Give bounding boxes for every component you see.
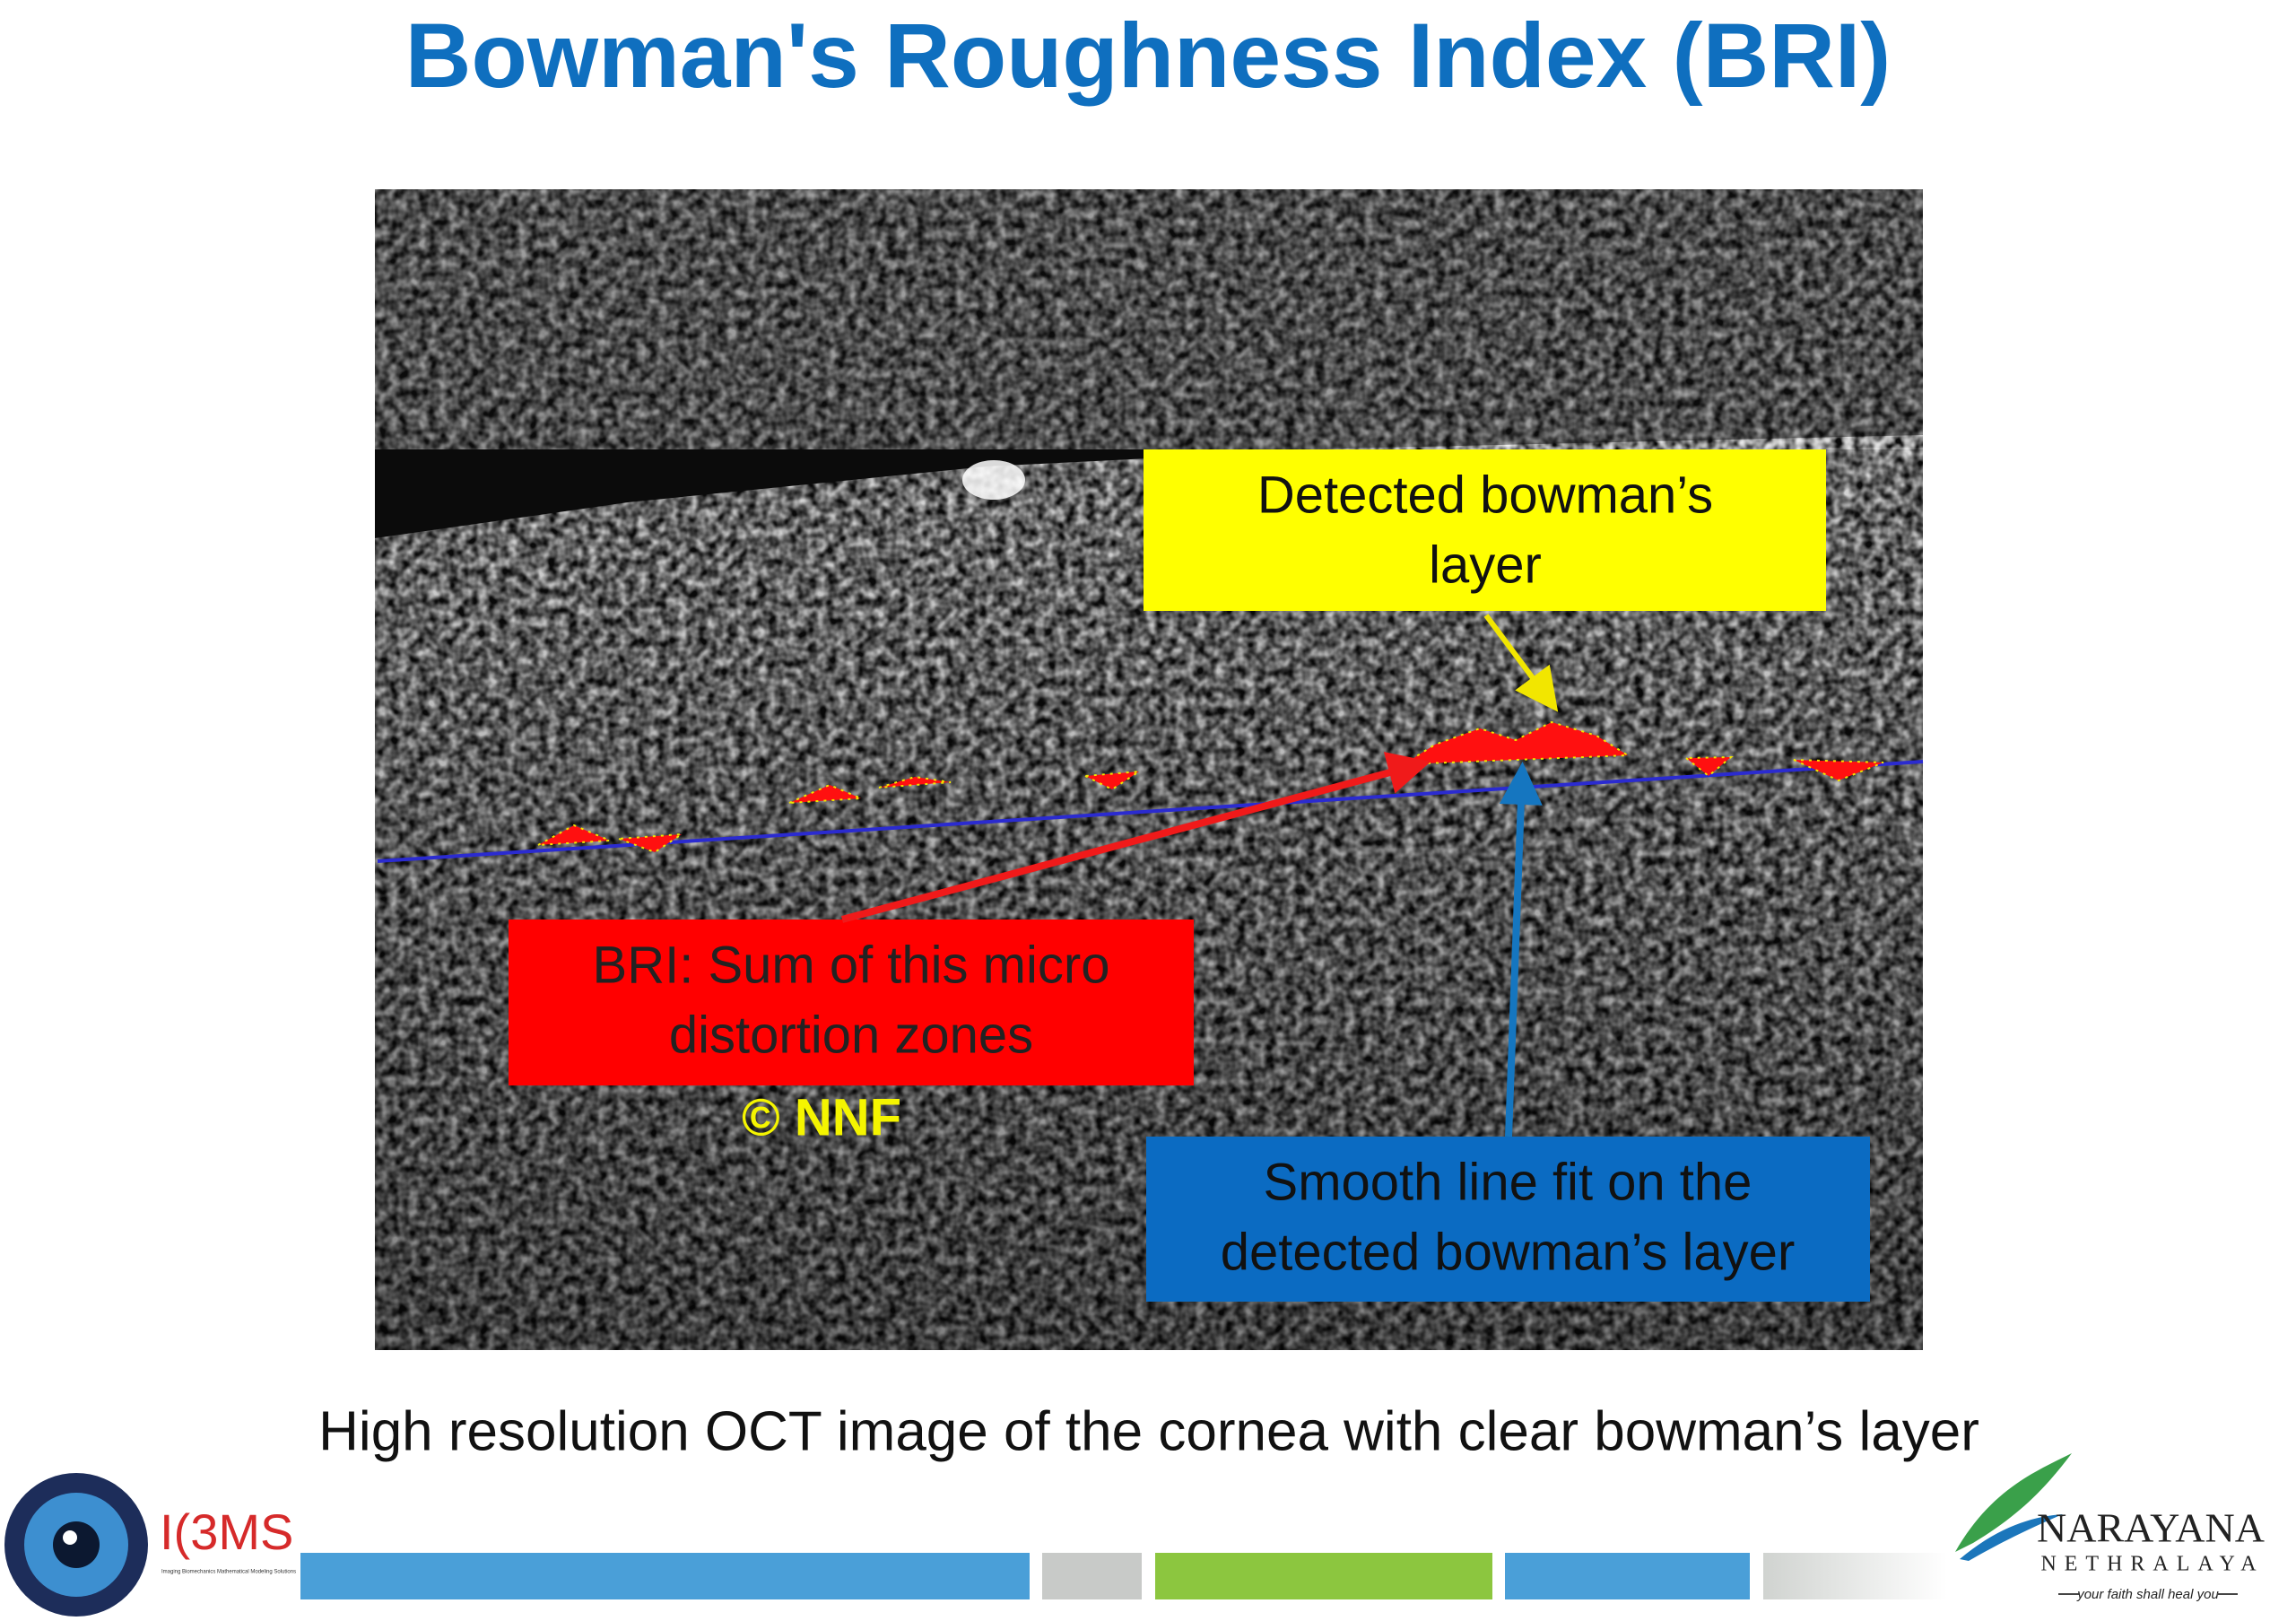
caption: High resolution OCT image of the cornea … bbox=[318, 1400, 1979, 1462]
oct-image bbox=[375, 189, 1924, 1350]
logo-name: I(3MS bbox=[160, 1503, 293, 1560]
logo-tagline: Imaging Biomechanics Mathematical Modeli… bbox=[161, 1570, 296, 1575]
callout-text: Detected bowman’s bbox=[1257, 466, 1713, 524]
logo-subname: NETHRALAYA bbox=[2040, 1553, 2264, 1576]
callout-text: layer bbox=[1429, 536, 1542, 594]
logo-tagline: your faith shall heal you bbox=[2076, 1587, 2219, 1602]
callout-box bbox=[509, 919, 1194, 1085]
footer-bars bbox=[300, 1553, 1947, 1599]
callout-text: Smooth line fit on the bbox=[1264, 1153, 1752, 1211]
watermark: © NNF bbox=[742, 1088, 901, 1146]
callout-text: distortion zones bbox=[669, 1006, 1033, 1064]
callout-box bbox=[1146, 1137, 1870, 1302]
callout-box bbox=[1144, 449, 1826, 611]
arrow bbox=[1483, 614, 1559, 712]
callout-text: BRI: Sum of this micro bbox=[593, 936, 1110, 994]
arrow bbox=[1499, 762, 1543, 1137]
right-logo: NARAYANA NETHRALAYA your faith shall hea… bbox=[1955, 1453, 2265, 1602]
left-logo: I(3MS Imaging Biomechanics Mathematical … bbox=[4, 1473, 296, 1617]
slide-title: Bowman's Roughness Index (BRI) bbox=[405, 4, 1891, 107]
logo-name: NARAYANA bbox=[2037, 1505, 2265, 1551]
arrow bbox=[840, 752, 1431, 923]
callout-text: detected bowman’s layer bbox=[1221, 1223, 1796, 1281]
